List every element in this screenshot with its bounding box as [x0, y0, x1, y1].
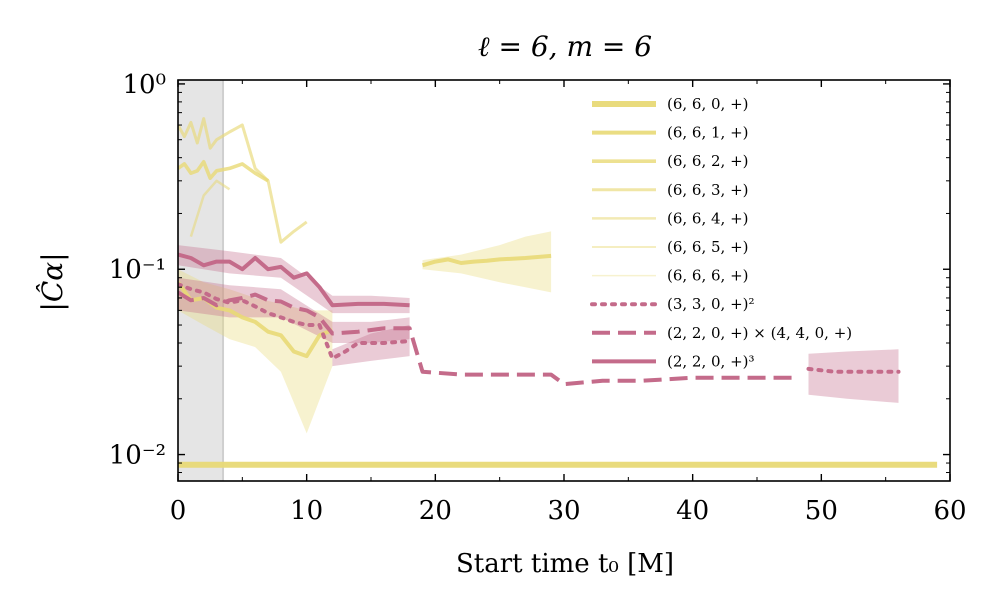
y-tick-label-0: 10⁰	[122, 70, 166, 100]
x-tick-label-0: 0	[170, 496, 187, 526]
series-1-band-0	[178, 269, 333, 434]
legend-label-6: (6, 6, 6, +)	[667, 267, 749, 285]
series-7-band-0	[332, 325, 410, 367]
x-tick-label-30: 30	[547, 496, 580, 526]
y-axis-label: |Ĉα|	[35, 252, 69, 311]
chart-title: ℓ = 6, m = 6	[478, 30, 652, 63]
legend-label-1: (6, 6, 1, +)	[667, 124, 749, 142]
series-1-line-1	[421, 253, 552, 268]
series-8-band-0	[178, 277, 410, 343]
x-tick-label-50: 50	[805, 496, 838, 526]
series-7-band-1	[808, 349, 899, 403]
legend-label-0: (6, 6, 0, +)	[667, 95, 749, 113]
legend-label-3: (6, 6, 3, +)	[667, 181, 749, 199]
y-tick-label-2: 10⁻²	[109, 441, 166, 471]
x-tick-label-40: 40	[676, 496, 709, 526]
legend-label-2: (6, 6, 2, +)	[667, 152, 749, 170]
series-4-line-0	[189, 179, 231, 237]
series-7-line-1	[806, 366, 901, 374]
legend-label-7: (3, 3, 0, +)²	[667, 295, 755, 313]
x-tick-label-10: 10	[290, 496, 323, 526]
legend-label-9: (2, 2, 0, +)³	[667, 352, 755, 370]
legend-label-4: (6, 6, 4, +)	[667, 209, 749, 227]
series-3-line-0	[178, 117, 308, 244]
y-tick-label-1: 10⁻¹	[109, 255, 166, 285]
series-7-line-0	[178, 282, 412, 361]
x-tick-label-60: 60	[933, 496, 966, 526]
legend-label-8: (2, 2, 0, +) × (4, 4, 0, +)	[667, 324, 852, 342]
legend-label-5: (6, 6, 5, +)	[667, 238, 749, 256]
legend: (6, 6, 0, +) (6, 6, 1, +) (6, 6, 2, +) (6, …	[590, 95, 852, 370]
x-axis-label: Start time t₀ [M]	[456, 549, 674, 579]
series-9-line-0	[178, 252, 410, 308]
shaded-region	[178, 80, 224, 481]
x-tick-label-20: 20	[419, 496, 452, 526]
series-8-line-0	[178, 290, 796, 387]
series-2-line-0	[178, 160, 270, 183]
plot-area	[178, 117, 938, 468]
